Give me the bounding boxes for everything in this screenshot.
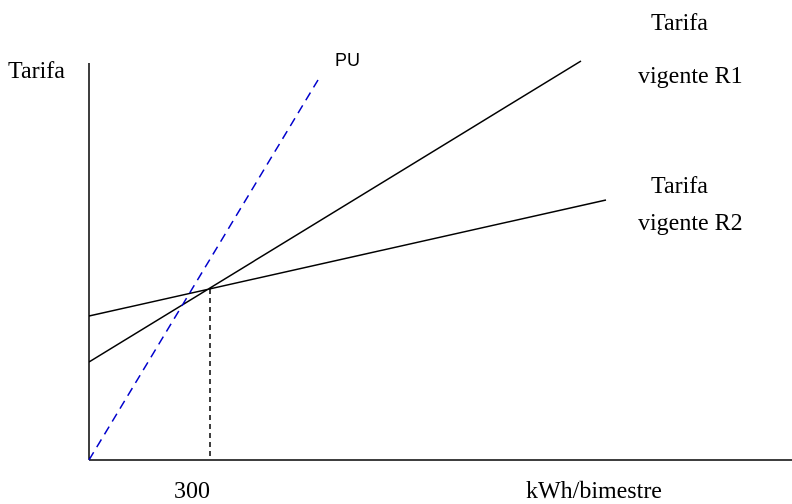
y-axis-label: Tarifa: [8, 58, 65, 84]
pu-line: [88, 79, 319, 461]
r2-tariff-line: [88, 199, 607, 317]
r2-label-line2: vigente R2: [638, 210, 743, 236]
pu-label: PU: [335, 50, 360, 70]
x-axis-label: kWh/bimestre: [526, 478, 662, 504]
r1-label-line1: Tarifa: [651, 10, 708, 36]
r2-label-line1: Tarifa: [651, 173, 708, 199]
r1-label-line2: vigente R1: [638, 63, 743, 89]
x-tick-label-300: 300: [174, 478, 210, 504]
r1-tariff-line: [88, 60, 582, 363]
